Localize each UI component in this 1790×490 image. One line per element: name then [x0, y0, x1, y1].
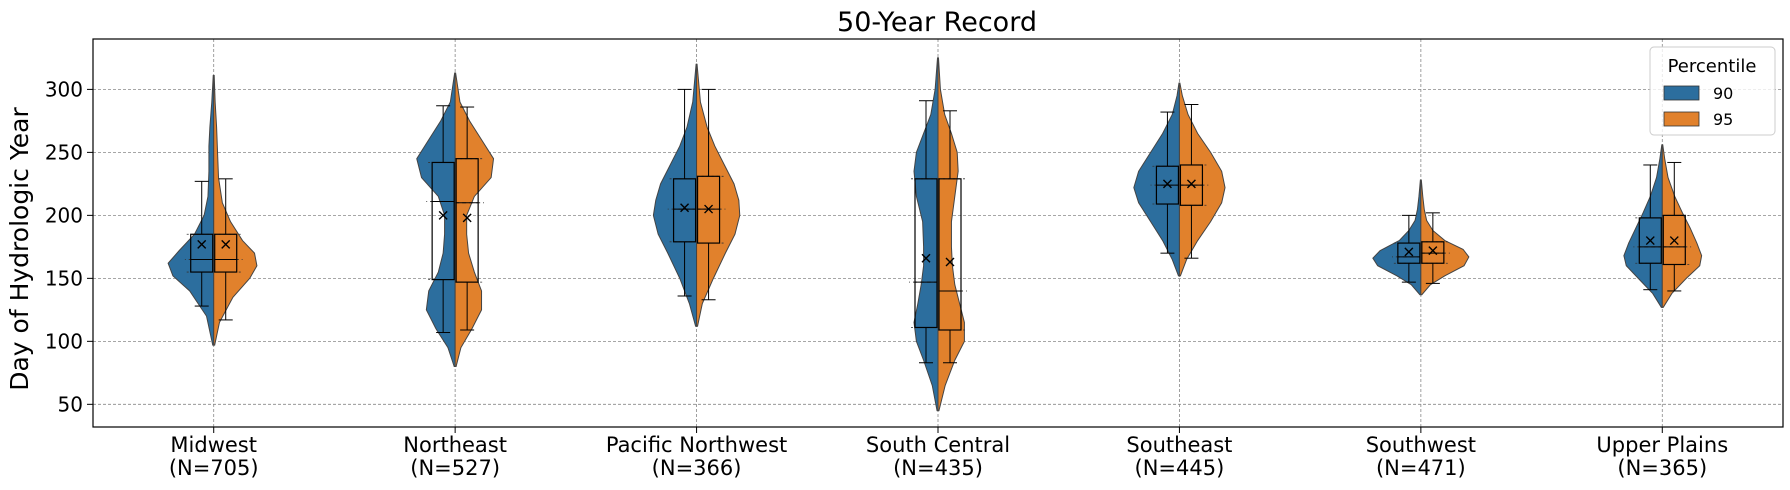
- violin-half-95: [937, 57, 965, 412]
- legend: Percentile 90 95: [1649, 46, 1776, 136]
- mean-marker: [704, 204, 714, 214]
- y-tick-label: 250: [45, 140, 83, 164]
- x-axis-ticks: Midwest(N=705) Northeast(N=527) Pacific No…: [169, 427, 1728, 480]
- box-iqr: [1638, 217, 1662, 264]
- violin-half-90: [1372, 179, 1422, 296]
- legend-title: Percentile: [1668, 56, 1757, 77]
- y-tick-label: 200: [45, 203, 83, 227]
- x-tick-label-n: (N=366): [652, 456, 742, 480]
- violin-half-95: [696, 63, 741, 327]
- x-tick-label-n: (N=527): [410, 456, 500, 480]
- box-plots: [190, 88, 1686, 364]
- mean-marker: [680, 203, 690, 213]
- x-tick-label: Midwest: [170, 433, 257, 457]
- mean-marker: [921, 253, 931, 263]
- legend-label-90: 90: [1713, 84, 1733, 103]
- mean-marker: [1428, 246, 1438, 256]
- mean-marker: [197, 239, 207, 249]
- violin-half-90: [1623, 144, 1663, 308]
- y-tick-label: 300: [45, 77, 83, 101]
- x-tick-label-n: (N=471): [1376, 456, 1466, 480]
- y-tick-label: 50: [58, 392, 83, 416]
- box-iqr: [696, 175, 721, 244]
- box-iqr: [190, 233, 214, 273]
- chart-title: 50-Year Record: [837, 7, 1037, 38]
- x-tick-label: Pacific Northwest: [606, 433, 787, 457]
- violins: [167, 57, 1703, 412]
- box-iqr: [914, 178, 938, 329]
- mean-marker: [221, 239, 231, 249]
- violin-half-90: [167, 75, 215, 346]
- y-axis-ticks: 50 100 150 200 250 300: [45, 77, 93, 416]
- violin-half-95: [213, 75, 258, 346]
- violin-half-95: [454, 72, 495, 368]
- box-iqr: [1662, 214, 1686, 266]
- mean-marker: [438, 210, 448, 220]
- mean-marker: [1645, 236, 1655, 246]
- y-axis-label: Day of Hydrologic Year: [5, 107, 34, 391]
- mean-marker: [1186, 179, 1196, 189]
- violin-half-90: [913, 57, 939, 412]
- mean-marker: [1404, 247, 1414, 257]
- mean-marker: [462, 213, 472, 223]
- box-iqr: [1397, 242, 1421, 264]
- box-iqr: [1421, 241, 1445, 264]
- y-tick-label: 150: [45, 266, 83, 290]
- x-tick-label: Upper Plains: [1596, 433, 1728, 457]
- box-iqr: [672, 178, 697, 243]
- y-tick-label: 100: [45, 329, 83, 353]
- x-tick-label: Northeast: [403, 433, 507, 457]
- box-iqr: [938, 178, 962, 331]
- legend-swatch-95: [1663, 111, 1700, 127]
- x-tick-label: Southeast: [1126, 433, 1232, 457]
- mean-marker: [945, 257, 955, 267]
- box-iqr: [455, 158, 479, 283]
- x-tick-label: Southwest: [1366, 433, 1476, 457]
- x-tick-label-n: (N=365): [1617, 456, 1707, 480]
- x-tick-label-n: (N=445): [1135, 456, 1225, 480]
- x-tick-label-n: (N=705): [169, 456, 259, 480]
- violin-half-90: [416, 72, 456, 368]
- mean-marker: [1669, 236, 1679, 246]
- box-iqr: [431, 161, 455, 281]
- box-iqr: [214, 233, 238, 273]
- mean-marker: [1162, 179, 1172, 189]
- legend-swatch-90: [1663, 85, 1700, 101]
- legend-label-95: 95: [1713, 110, 1733, 129]
- x-tick-label-n: (N=435): [893, 456, 983, 480]
- violin-half-95: [1420, 179, 1470, 296]
- violin-half-90: [652, 63, 698, 327]
- violin-half-95: [1661, 144, 1703, 308]
- x-tick-label: South Central: [866, 433, 1010, 457]
